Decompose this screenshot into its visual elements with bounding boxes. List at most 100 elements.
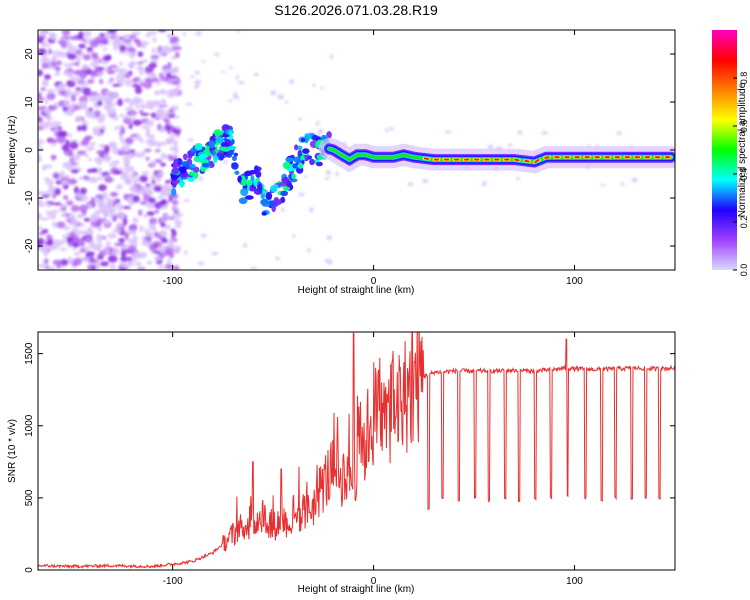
noise-blob xyxy=(44,74,51,80)
noise-blob xyxy=(158,72,164,78)
noise-blob xyxy=(38,116,44,124)
noise-blob xyxy=(44,190,55,196)
noise-blob xyxy=(156,233,162,239)
y-tick-label: -10 xyxy=(24,190,35,205)
noise-blob xyxy=(158,246,164,253)
noise-blob xyxy=(128,201,135,206)
ridge-blob xyxy=(237,175,242,183)
noise-blob xyxy=(42,79,49,88)
noise-blob xyxy=(163,224,171,230)
noise-blob xyxy=(167,136,175,142)
ridge-blob xyxy=(292,163,298,169)
noise-blob xyxy=(163,186,170,192)
noise-blob xyxy=(86,79,95,84)
noise-blob xyxy=(47,48,53,55)
band-hot-red xyxy=(514,158,520,162)
noise-blob xyxy=(55,85,61,93)
noise-blob xyxy=(171,56,177,60)
noise-blob xyxy=(142,186,153,194)
noise-blob xyxy=(69,141,79,150)
noise-blob xyxy=(147,231,154,238)
noise-blob xyxy=(327,259,333,265)
noise-blob xyxy=(61,144,70,152)
x-tick-label: 100 xyxy=(566,276,583,287)
noise-blob xyxy=(45,116,53,121)
ridge-blob xyxy=(269,200,276,207)
noise-blob xyxy=(481,181,487,187)
noise-blob xyxy=(127,152,135,159)
noise-blob xyxy=(507,143,513,147)
noise-blob xyxy=(515,176,521,180)
noise-blob xyxy=(55,60,62,66)
noise-blob xyxy=(71,76,82,83)
noise-blob xyxy=(60,179,68,186)
noise-blob xyxy=(119,61,124,66)
noise-blob xyxy=(120,126,126,135)
ridge-blob xyxy=(190,147,196,153)
noise-blob xyxy=(170,133,178,138)
noise-blob xyxy=(156,50,165,56)
snr-panel: -100 0 100 0 500 1000 1500 Height of straight… xyxy=(7,331,676,595)
noise-blob xyxy=(83,136,91,142)
noise-blob xyxy=(89,176,99,184)
noise-blob xyxy=(109,64,118,69)
noise-blob xyxy=(277,94,284,100)
noise-blob xyxy=(38,111,42,117)
noise-blob xyxy=(66,41,72,50)
noise-blob xyxy=(38,231,46,236)
noise-blob xyxy=(62,161,73,169)
noise-blob xyxy=(67,149,74,158)
noise-blob xyxy=(168,240,174,248)
noise-blob xyxy=(157,195,165,200)
noise-blob xyxy=(221,70,226,74)
ridge-blob xyxy=(187,153,193,159)
noise-blob xyxy=(163,215,173,219)
noise-blob xyxy=(63,225,70,231)
noise-blob xyxy=(41,217,50,221)
noise-blob xyxy=(129,99,134,108)
noise-blob xyxy=(132,235,138,242)
noise-blob xyxy=(41,62,49,69)
noise-blob xyxy=(66,200,74,206)
noise-blob xyxy=(174,92,180,97)
noise-blob xyxy=(132,217,139,224)
noise-blob xyxy=(46,238,54,247)
snr-marks xyxy=(38,332,675,570)
noise-blob xyxy=(97,167,103,175)
noise-blob xyxy=(68,256,73,264)
noise-blob xyxy=(62,234,67,240)
noise-blob xyxy=(132,195,140,203)
noise-blob xyxy=(73,257,83,266)
noise-blob xyxy=(158,217,163,224)
noise-blob xyxy=(101,96,107,101)
noise-blob xyxy=(407,182,414,187)
noise-blob xyxy=(146,260,153,265)
ridge-blob xyxy=(179,180,185,188)
noise-blob xyxy=(297,117,303,121)
noise-blob xyxy=(174,51,180,59)
noise-blob xyxy=(110,142,118,148)
noise-blob xyxy=(149,217,158,225)
noise-blob xyxy=(182,31,186,37)
noise-blob xyxy=(70,204,80,213)
spectrogram-noise xyxy=(38,30,648,270)
noise-blob xyxy=(270,90,277,96)
noise-blob xyxy=(275,256,280,261)
noise-blob xyxy=(141,43,146,49)
noise-blob xyxy=(135,79,145,84)
noise-blob xyxy=(38,201,46,208)
noise-blob xyxy=(166,72,172,77)
noise-blob xyxy=(69,104,76,110)
noise-blob xyxy=(127,245,137,252)
ridge-blob xyxy=(201,162,211,168)
y-tick-label: -20 xyxy=(24,238,35,253)
y-tick-label: 500 xyxy=(24,489,35,506)
colorbar-tick-label: 0.4 xyxy=(739,168,749,181)
ridge-blob xyxy=(278,181,288,187)
noise-blob xyxy=(60,203,66,210)
noise-blob xyxy=(44,97,49,105)
noise-blob xyxy=(154,209,160,214)
noise-blob xyxy=(157,253,167,258)
noise-blob xyxy=(77,230,88,235)
ridge-blob xyxy=(234,170,240,175)
